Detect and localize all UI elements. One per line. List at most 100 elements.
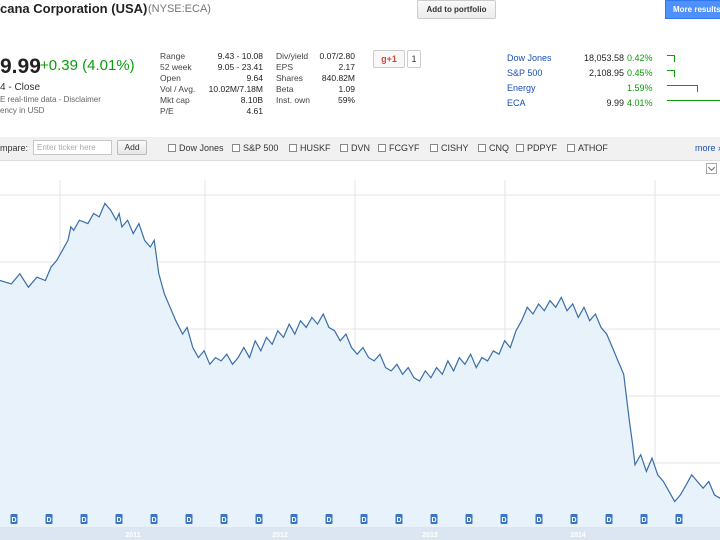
dividend-marker: D [640, 514, 648, 524]
svg-text:D: D [501, 517, 506, 524]
google-plus-button[interactable]: g+1 [373, 50, 405, 68]
add-compare-button[interactable]: Add [117, 140, 147, 155]
market-change: 0.42% [627, 53, 653, 63]
stat-value: 59% [337, 95, 355, 105]
stat-label: P/E [160, 106, 174, 116]
stat-row: 52 week 9.05 - 23.41 [160, 62, 263, 73]
current-price: 9.99 [0, 55, 41, 78]
stat-row: Vol / Avg. 10.02M/7.18M [160, 84, 263, 95]
price-line [0, 202, 720, 503]
stat-label: Shares [276, 73, 303, 83]
stat-row: Div/yield 0.07/2.80 [276, 51, 355, 62]
checkbox[interactable] [430, 144, 438, 152]
chart-expand-toggle[interactable] [706, 163, 717, 174]
compare-item[interactable]: HUSKF [289, 143, 331, 153]
price-area-fill [0, 203, 720, 527]
compare-item-label: Dow Jones [179, 143, 224, 153]
compare-item-label: DVN [351, 143, 371, 153]
dividend-marker: D [360, 514, 368, 524]
market-value: 2,108.95 [588, 68, 624, 78]
stat-label: Inst. own [276, 95, 311, 105]
company-title: cana Corporation (USA) [0, 1, 148, 16]
change-bar [667, 70, 675, 77]
svg-text:D: D [431, 517, 436, 524]
stat-label: Beta [276, 84, 294, 94]
checkbox[interactable] [232, 144, 240, 152]
stat-value: 8.10B [240, 95, 263, 105]
stat-value: 0.07/2.80 [319, 51, 355, 61]
stat-row: Range 9.43 - 10.08 [160, 51, 263, 62]
market-change: 1.59% [627, 83, 653, 93]
exchange-ticker: (NYSE:ECA) [148, 3, 211, 15]
x-axis-label: 2014 [570, 532, 586, 539]
stats-left: Range 9.43 - 10.08 52 week 9.05 - 23.41 Op… [160, 51, 263, 117]
currency-note: ency in USD [0, 106, 45, 115]
dividend-marker: D [115, 514, 123, 524]
more-results-button[interactable]: More results [665, 0, 720, 19]
checkbox[interactable] [168, 144, 176, 152]
dividend-marker: D [535, 514, 543, 524]
svg-text:D: D [536, 517, 541, 524]
dividend-marker: D [570, 514, 578, 524]
dividend-marker: D [10, 514, 18, 524]
compare-item[interactable]: CNQ [478, 143, 509, 153]
compare-item-label: CISHY [441, 143, 469, 153]
stat-label: Mkt cap [160, 95, 190, 105]
price-change: +0.39 (4.01%) [40, 57, 135, 74]
market-name[interactable]: S&P 500 [507, 68, 543, 78]
checkbox[interactable] [289, 144, 297, 152]
market-change: 4.01% [627, 98, 653, 108]
x-axis-label: 2013 [422, 532, 438, 539]
stat-row: EPS 2.17 [276, 62, 355, 73]
compare-item-label: HUSKF [300, 143, 331, 153]
checkbox[interactable] [378, 144, 386, 152]
price-chart[interactable]: D D D D D D D D D D D D D D D D D D D D 2011 2012 2013 2014 [0, 160, 720, 540]
market-value: 9.99 [606, 98, 624, 108]
compare-item[interactable]: Dow Jones [168, 143, 224, 153]
checkbox[interactable] [478, 144, 486, 152]
change-bar [667, 85, 698, 92]
stat-value: 10.02M/7.18M [208, 84, 263, 94]
svg-text:D: D [46, 517, 51, 524]
timeline-strip [0, 527, 720, 540]
dividend-marker: D [80, 514, 88, 524]
add-to-portfolio-button[interactable]: Add to portfolio [417, 0, 496, 19]
checkbox[interactable] [567, 144, 575, 152]
market-name[interactable]: ECA [507, 98, 526, 108]
close-label: 4 - Close [0, 82, 41, 93]
compare-label: mpare: [0, 143, 29, 153]
svg-text:D: D [641, 517, 646, 524]
stat-label: Vol / Avg. [160, 84, 196, 94]
compare-item[interactable]: ATHOF [567, 143, 608, 153]
gplus-count: 1 [407, 50, 421, 68]
checkbox[interactable] [340, 144, 348, 152]
market-name[interactable]: Dow Jones [507, 53, 552, 63]
compare-item[interactable]: FCGYF [378, 143, 420, 153]
dividend-marker: D [185, 514, 193, 524]
svg-text:D: D [571, 517, 576, 524]
stat-row: Shares 840.82M [276, 73, 355, 84]
dividend-marker: D [220, 514, 228, 524]
svg-text:D: D [466, 517, 471, 524]
compare-item[interactable]: PDPYF [516, 143, 557, 153]
dividend-marker: D [255, 514, 263, 524]
svg-text:D: D [291, 517, 296, 524]
disclaimer-link[interactable]: E real-time data - Disclaimer [0, 95, 101, 104]
compare-item[interactable]: DVN [340, 143, 370, 153]
stat-row: Beta 1.09 [276, 84, 355, 95]
change-bar [667, 100, 720, 107]
compare-item[interactable]: CISHY [430, 143, 469, 153]
dividend-marker: D [675, 514, 683, 524]
compare-item[interactable]: S&P 500 [232, 143, 278, 153]
compare-ticker-input[interactable] [33, 140, 112, 155]
market-name[interactable]: Energy [507, 83, 536, 93]
compare-more-link[interactable]: more » [695, 143, 720, 153]
compare-bar: mpare: Add Dow Jones S&P 500 HUSKF DVN F… [0, 137, 720, 161]
change-bar [667, 55, 675, 62]
checkbox[interactable] [516, 144, 524, 152]
svg-text:D: D [676, 517, 681, 524]
stat-row: Open 9.64 [160, 73, 263, 84]
compare-item-label: PDPYF [527, 143, 558, 153]
compare-item-label: CNQ [489, 143, 509, 153]
stat-label: Range [160, 51, 186, 61]
